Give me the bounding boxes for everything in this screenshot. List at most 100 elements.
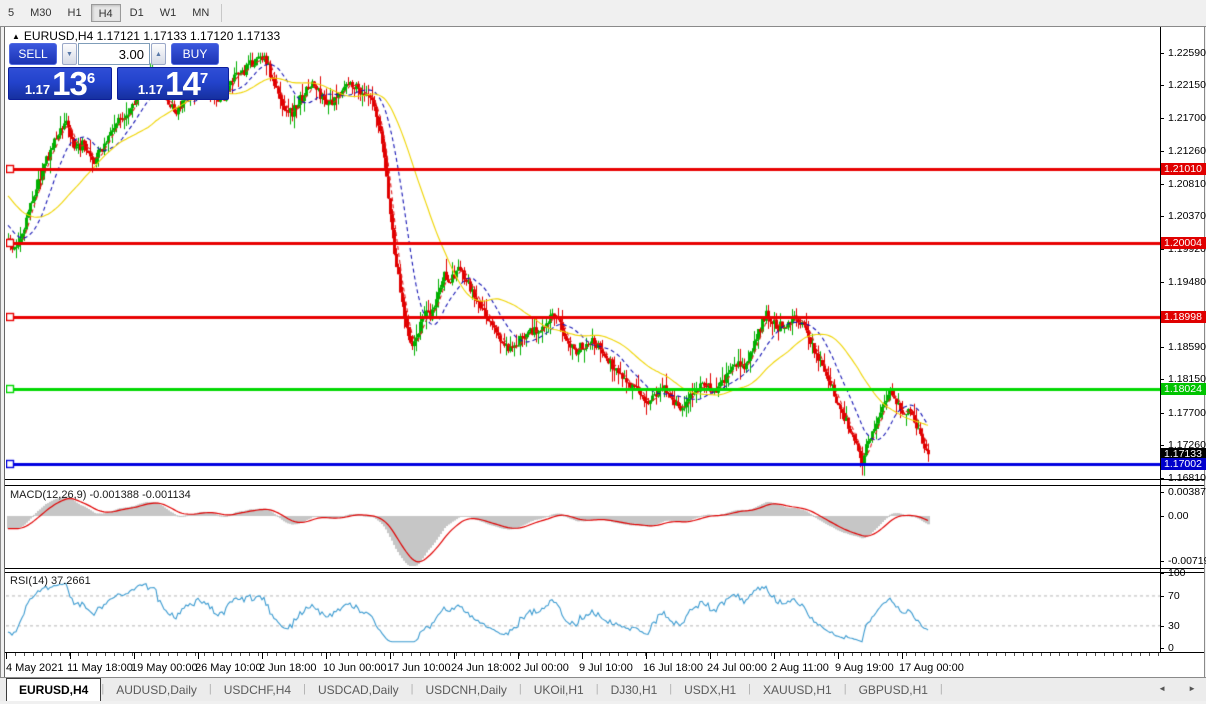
axis-tick — [1161, 648, 1164, 649]
axis-tick — [1161, 573, 1164, 575]
chart-title: ▲ EURUSD,H4 1.17121 1.17133 1.17120 1.171… — [12, 29, 280, 43]
price-level-badge: 1.17133 — [1161, 448, 1206, 461]
volume-increase-button[interactable]: ▲ — [151, 43, 166, 65]
trade-panel-price-row: 1.17 13 6 1.17 14 7 — [8, 67, 229, 100]
chart-tab-usdcad-daily[interactable]: USDCAD,Daily — [317, 683, 399, 697]
chart-tab-bar: EURUSD,H4 | AUDUSD,Daily | USDCHF,H4 | USDCAD,… — [0, 678, 1206, 701]
chart-title-text: EURUSD,H4 1.17121 1.17133 1.17120 1.1713… — [23, 29, 281, 43]
price-axis-label: 1.19480 — [1168, 275, 1206, 288]
price-axis-border — [1160, 27, 1161, 653]
axis-tick — [1161, 347, 1164, 349]
timeframe-button-5[interactable]: 5 — [8, 7, 15, 19]
buy-price-pip-digit: 7 — [199, 70, 209, 87]
price-axis-label: 30 — [1168, 619, 1180, 632]
time-axis-tick — [646, 653, 647, 659]
chart-tab-eurusd-h4[interactable]: EURUSD,H4 — [6, 678, 102, 701]
window-left-inner-border — [4, 27, 5, 677]
chart-tab-dj30-h1[interactable]: DJ30,H1 — [610, 683, 658, 697]
chart-tab-ukoil-h1[interactable]: UKOil,H1 — [533, 683, 584, 697]
time-axis-label: 17 Aug 00:00 — [899, 662, 964, 674]
tabs-scroll-right-button[interactable]: ► — [1188, 684, 1196, 693]
time-axis-label: 4 May 2021 — [6, 662, 64, 674]
axis-tick — [1161, 150, 1164, 152]
time-axis[interactable]: 4 May 2021 11 May 18:00 19 May 00:00 26 May… — [6, 653, 1160, 677]
time-axis-tick — [6, 653, 7, 659]
sell-button[interactable]: SELL — [9, 43, 57, 65]
axis-tick — [1161, 625, 1164, 627]
tab-separator: | — [410, 682, 414, 695]
time-axis-label: 24 Jun 18:00 — [451, 662, 515, 674]
chart-tab-usdchf-h4[interactable]: USDCHF,H4 — [223, 683, 292, 697]
timeframe-button-d1[interactable]: D1 — [129, 7, 144, 19]
buy-button[interactable]: BUY — [171, 43, 219, 65]
time-axis-label: 2 Jun 18:00 — [259, 662, 317, 674]
time-axis-label: 24 Jul 00:00 — [707, 662, 767, 674]
price-axis-label: 1.17700 — [1168, 406, 1206, 419]
macd-indicator-canvas[interactable] — [6, 486, 1160, 568]
timeframe-toolbar: 5 M30 H1 H4 D1 W1 MN — [0, 0, 1206, 26]
timeframe-button-h1[interactable]: H1 — [67, 7, 82, 19]
tabs-scroll-left-button[interactable]: ◄ — [1158, 684, 1167, 693]
price-axis-label: 1.18590 — [1168, 341, 1206, 354]
buy-price-big-digits: 14 — [165, 65, 201, 102]
time-axis-tick — [902, 653, 903, 659]
window-bottom-border — [0, 677, 1206, 678]
tab-separator: | — [843, 682, 847, 695]
time-axis-tick — [134, 653, 135, 659]
buy-price-prefix: 1.17 — [137, 82, 164, 97]
rsi-indicator-canvas[interactable] — [6, 573, 1160, 652]
tab-separator: | — [669, 682, 673, 695]
main-pane-bottom-border[interactable] — [5, 479, 1204, 480]
time-axis-tick — [198, 653, 199, 659]
time-axis-label: 9 Aug 19:00 — [835, 662, 894, 674]
volume-input[interactable]: 3.00 — [78, 43, 150, 65]
trade-panel-top-row: SELL ▼ 3.00 ▲ BUY — [9, 43, 229, 65]
time-axis-label: 19 May 00:00 — [131, 662, 198, 674]
axis-tick — [1161, 281, 1164, 283]
price-axis-label: 0.00 — [1168, 510, 1189, 522]
axis-tick — [1161, 379, 1164, 381]
price-axis-label: 0.003873 — [1168, 485, 1206, 498]
chart-collapse-icon[interactable]: ▲ — [12, 32, 20, 41]
price-level-badge: 1.21010 — [1161, 163, 1206, 176]
time-axis-tick — [70, 653, 71, 659]
sell-price-display[interactable]: 1.17 13 6 — [8, 67, 112, 100]
timeframe-button-h4[interactable]: H4 — [90, 4, 121, 22]
axis-tick — [1161, 85, 1164, 87]
timeframe-button-mn[interactable]: MN — [192, 7, 210, 19]
time-axis-label: 10 Jun 00:00 — [323, 662, 387, 674]
price-chart-canvas[interactable] — [6, 27, 1160, 479]
volume-decrease-button[interactable]: ▼ — [62, 43, 77, 65]
time-axis-tick — [390, 653, 391, 659]
chart-tab-audusd-daily[interactable]: AUDUSD,Daily — [116, 683, 197, 697]
price-axis-label: 1.17260 — [1168, 438, 1206, 451]
axis-tick — [1161, 118, 1164, 120]
tab-separator: | — [939, 682, 943, 695]
triangle-up-icon: ▲ — [155, 50, 162, 58]
chart-tab-usdx-h1[interactable]: USDX,H1 — [684, 683, 737, 697]
tab-separator: | — [748, 682, 752, 695]
macd-pane-bottom-border[interactable] — [5, 568, 1204, 569]
chart-tab-xauusd-h1[interactable]: XAUUSD,H1 — [763, 683, 832, 697]
price-axis-label: 1.21700 — [1168, 112, 1206, 125]
timeframe-button-w1[interactable]: W1 — [159, 7, 177, 19]
time-axis-label: 2 Aug 11:00 — [771, 662, 829, 674]
price-axis-label: 1.21260 — [1168, 144, 1206, 157]
time-axis-label: 9 Jul 10:00 — [579, 662, 633, 674]
price-axis-label: 0 — [1168, 642, 1174, 654]
chart-tab-gbpusd-h1[interactable]: GBPUSD,H1 — [858, 683, 928, 697]
time-axis-label: 26 May 10:00 — [195, 662, 262, 674]
price-axis-label: 1.18150 — [1168, 373, 1206, 386]
price-level-badge: 1.18024 — [1161, 382, 1206, 395]
chart-tab-usdcnh-daily[interactable]: USDCNH,Daily — [425, 683, 507, 697]
time-axis-label: 17 Jun 10:00 — [387, 662, 451, 674]
time-axis-tick — [838, 653, 839, 659]
buy-price-display[interactable]: 1.17 14 7 — [117, 67, 229, 100]
time-axis-tick — [518, 653, 519, 659]
price-axis[interactable]: 1.22590 1.22150 1.21700 1.21260 1.20810 1.203… — [1161, 27, 1206, 654]
time-axis-tick — [326, 653, 327, 659]
price-axis-label: 1.20810 — [1168, 177, 1206, 190]
timeframe-button-m30[interactable]: M30 — [30, 7, 52, 19]
time-axis-tick — [454, 653, 455, 659]
